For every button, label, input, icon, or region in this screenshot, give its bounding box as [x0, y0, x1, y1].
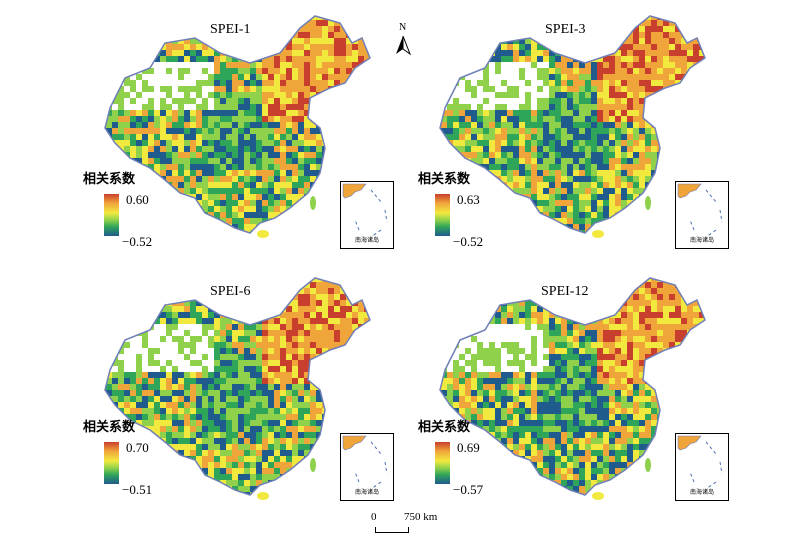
- legend-min-value: −0.57: [453, 482, 484, 497]
- inset-map: [342, 435, 388, 490]
- panel-title: SPEI-1: [210, 22, 251, 37]
- north-arrow: N: [393, 22, 413, 56]
- legend-max-value: 0.63: [457, 192, 480, 207]
- inset-map: [342, 183, 388, 238]
- scale-bar-line: [375, 527, 409, 533]
- scale-max-label: 750 km: [404, 511, 438, 523]
- legend-min-value: −0.52: [453, 234, 484, 249]
- inset-map: [677, 435, 723, 490]
- legend-min-value: −0.52: [122, 234, 153, 249]
- inset-label: 南海诸岛: [690, 237, 715, 244]
- map-panel-spei-3: SPEI-3 相关系数 0.63 −0.52 南海诸岛: [405, 8, 735, 249]
- map-panel-spei-1: SPEI-1 相关系数 0.60 −0.52 南海诸岛: [70, 8, 400, 249]
- south-china-sea-inset: 南海诸岛: [675, 433, 729, 501]
- scale-bar: 0 750 km: [370, 511, 450, 541]
- legend-title: 相关系数: [418, 420, 471, 435]
- china-map: [439, 15, 706, 238]
- color-ramp: [104, 194, 119, 236]
- color-ramp: [104, 442, 119, 484]
- color-ramp: [435, 442, 450, 484]
- legend-max-value: 0.60: [126, 192, 149, 207]
- inset-label: 南海诸岛: [355, 237, 380, 244]
- legend-title: 相关系数: [83, 420, 136, 435]
- legend-min-value: −0.51: [122, 482, 153, 497]
- scale-zero-label: 0: [371, 511, 377, 523]
- china-map: [104, 277, 371, 500]
- legend-max-value: 0.70: [126, 440, 149, 455]
- south-china-sea-inset: 南海诸岛: [675, 181, 729, 249]
- map-panel-spei-6: SPEI-6 相关系数 0.70 −0.51 南海诸岛: [70, 270, 400, 510]
- panel-title: SPEI-3: [545, 22, 586, 37]
- south-china-sea-inset: 南海诸岛: [340, 181, 394, 249]
- inset-map: [677, 183, 723, 238]
- north-arrow-icon: [396, 35, 412, 56]
- panel-title: SPEI-6: [210, 284, 251, 299]
- panel-title: SPEI-12: [541, 284, 589, 299]
- legend-title: 相关系数: [83, 172, 136, 187]
- legend-title: 相关系数: [418, 172, 471, 187]
- legend-max-value: 0.69: [457, 440, 480, 455]
- inset-label: 南海诸岛: [355, 489, 380, 496]
- inset-label: 南海诸岛: [690, 489, 715, 496]
- color-ramp: [435, 194, 450, 236]
- south-china-sea-inset: 南海诸岛: [340, 433, 394, 501]
- north-label: N: [399, 22, 407, 33]
- map-panel-spei-12: SPEI-12 相关系数 0.69 −0.57 南海诸岛: [405, 270, 735, 510]
